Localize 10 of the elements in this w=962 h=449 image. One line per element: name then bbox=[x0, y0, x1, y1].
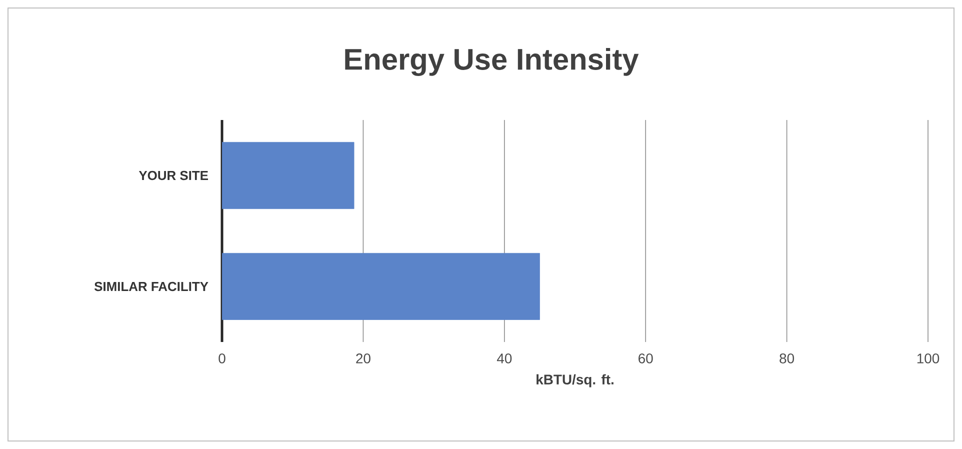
x-tick-label: 40 bbox=[496, 353, 512, 364]
y-tick-label: YOUR SITE bbox=[138, 170, 208, 180]
x-tick-label: 20 bbox=[356, 353, 370, 364]
y-tick-label: SIMILAR FACILITY bbox=[94, 282, 208, 292]
x-axis-title: kBTU/sq. ft. bbox=[536, 374, 614, 388]
x-tick-label: 60 bbox=[638, 353, 653, 364]
chart-title: Energy Use Intensity bbox=[345, 48, 639, 76]
x-tick-label: 0 bbox=[218, 353, 226, 364]
x-tick-label: 100 bbox=[917, 353, 940, 364]
x-tick-label: 80 bbox=[780, 353, 794, 364]
